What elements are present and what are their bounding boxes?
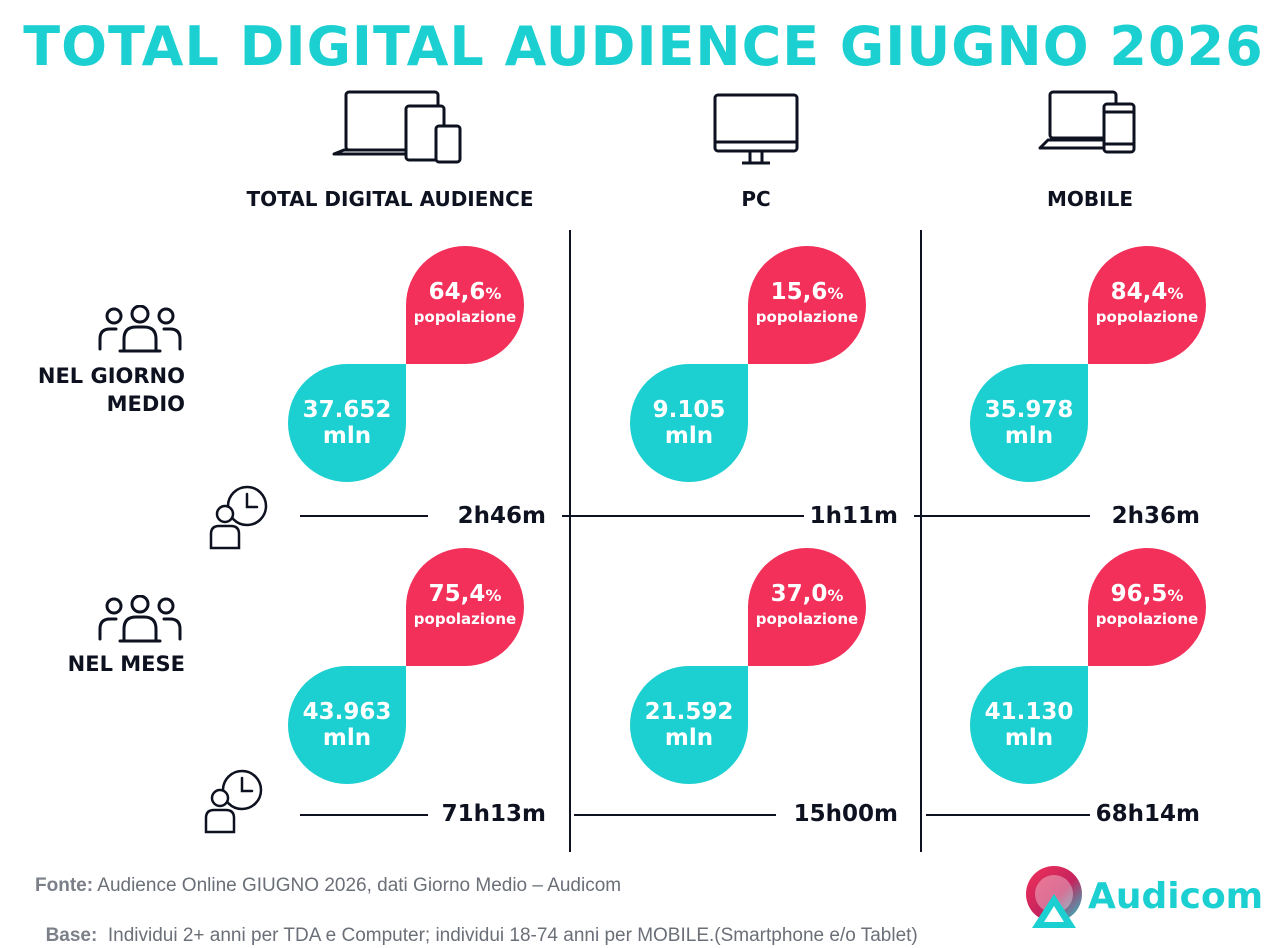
footer-source: Fonte: Audience Online GIUGNO 2026, dati… [35,874,621,898]
time-line [914,515,1090,517]
time-spent-value: 2h46m [457,503,546,529]
population-label: popolazione [755,308,859,326]
audience-value-badge: 43.963 mln [288,666,406,784]
time-line [562,515,804,517]
audience-value: 41.130 [984,699,1074,725]
time-line [300,515,428,517]
footer-source-text: Audience Online GIUGNO 2026, dati Giorno… [93,875,622,896]
time-spent-value: 68h14m [1095,801,1200,827]
time-line [574,814,776,816]
audience-unit: mln [664,725,714,751]
audience-value-badge: 35.978 mln [970,364,1088,482]
audience-value-badge: 21.592 mln [630,666,748,784]
population-share-badge: 37,0% popolazione [748,548,866,666]
audience-value: 37.652 [302,397,392,423]
audience-value-badge: 9.105 mln [630,364,748,482]
audicom-logo-icon [1026,866,1082,928]
audicom-logo-text: Audicom [1088,876,1264,917]
time-line [300,814,428,816]
person-clock-icon [204,769,263,834]
time-spent-value: 71h13m [441,801,546,827]
time-line [926,814,1090,816]
column-divider [569,230,571,852]
footer-base-text: Individui 2+ anni per TDA e Computer; in… [97,925,918,946]
people-group-icon [98,305,182,353]
row-label-line: MEDIO [106,392,185,416]
population-share-value: 75,4% [428,581,502,607]
population-label: popolazione [413,610,517,628]
row-label-giorno-medio: NEL GIORNO MEDIO [0,362,185,418]
multi-device-icon [332,90,462,164]
audience-value: 35.978 [984,397,1074,423]
audience-unit: mln [322,725,372,751]
population-share-badge: 15,6% popolazione [748,246,866,364]
column-label-pc: PC [741,187,771,211]
audience-value: 43.963 [302,699,392,725]
time-spent-value: 15h00m [793,801,898,827]
population-share-value: 64,6% [428,279,502,305]
population-share-badge: 75,4% popolazione [406,548,524,666]
row-label-mese: NEL MESE [0,650,185,678]
population-share-value: 84,4% [1110,279,1184,305]
audience-value: 9.105 [652,397,726,423]
page-title: TOTAL DIGITAL AUDIENCE GIUGNO 2026 [23,15,1264,78]
population-share-value: 15,6% [770,279,844,305]
population-share-badge: 84,4% popolazione [1088,246,1206,364]
laptop-phone-icon [1038,90,1136,154]
column-label-mobile: MOBILE [1047,187,1133,211]
column-label-tda: TOTAL DIGITAL AUDIENCE [246,187,534,211]
audience-unit: mln [1004,423,1054,449]
row-label-line: NEL MESE [67,652,185,676]
population-share-badge: 96,5% popolazione [1088,548,1206,666]
audience-value: 21.592 [644,699,734,725]
population-share-value: 37,0% [770,581,844,607]
footer-base-label: Base: [45,925,98,946]
people-group-icon [98,595,182,643]
population-share-value: 96,5% [1110,581,1184,607]
population-label: popolazione [413,308,517,326]
audience-value-badge: 41.130 mln [970,666,1088,784]
population-label: popolazione [755,610,859,628]
population-share-badge: 64,6% popolazione [406,246,524,364]
footer-base: Base: Individui 2+ anni per TDA e Comput… [35,900,918,948]
audience-unit: mln [322,423,372,449]
population-label: popolazione [1095,610,1199,628]
row-label-line: NEL GIORNO [37,364,185,388]
desktop-monitor-icon [713,93,799,165]
time-spent-value: 1h11m [809,503,898,529]
population-label: popolazione [1095,308,1199,326]
footer-source-label: Fonte: [35,875,94,896]
column-divider [920,230,922,852]
time-spent-value: 2h36m [1111,503,1200,529]
audience-value-badge: 37.652 mln [288,364,406,482]
audience-unit: mln [1004,725,1054,751]
audience-unit: mln [664,423,714,449]
person-clock-icon [209,485,268,550]
